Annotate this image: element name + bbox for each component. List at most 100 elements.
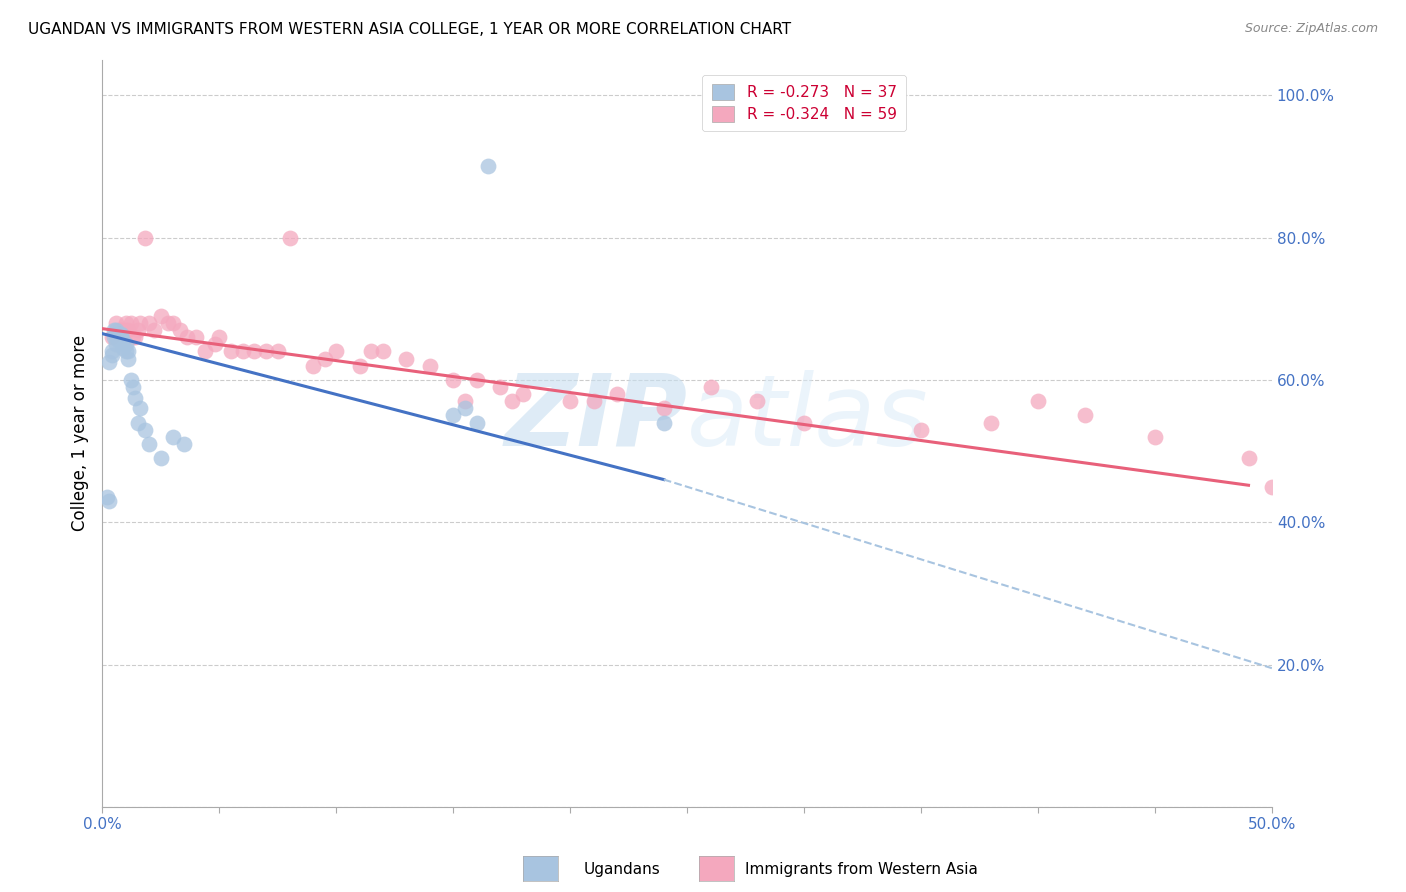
Point bbox=[278, 230, 301, 244]
Point bbox=[395, 351, 418, 366]
Point bbox=[98, 494, 121, 508]
Point bbox=[1143, 430, 1166, 444]
Point bbox=[747, 394, 769, 409]
Point bbox=[582, 394, 605, 409]
Text: atlas: atlas bbox=[688, 370, 929, 467]
Point bbox=[652, 416, 675, 430]
Point bbox=[105, 316, 128, 330]
Point bbox=[120, 316, 142, 330]
Point bbox=[173, 437, 195, 451]
Point bbox=[1237, 451, 1260, 466]
Point bbox=[101, 344, 124, 359]
Point bbox=[107, 326, 129, 341]
Point bbox=[156, 316, 179, 330]
Point bbox=[101, 330, 124, 344]
Point bbox=[117, 344, 139, 359]
Point bbox=[117, 323, 139, 337]
Text: Immigrants from Western Asia: Immigrants from Western Asia bbox=[745, 863, 979, 877]
Point bbox=[142, 323, 165, 337]
Point bbox=[138, 316, 160, 330]
Point bbox=[560, 394, 582, 409]
Point bbox=[134, 230, 156, 244]
Point bbox=[314, 351, 336, 366]
Point bbox=[101, 348, 124, 362]
Point bbox=[114, 337, 136, 351]
Point bbox=[114, 344, 136, 359]
Point bbox=[501, 394, 523, 409]
Point bbox=[219, 344, 242, 359]
Point bbox=[169, 323, 191, 337]
Point bbox=[441, 373, 464, 387]
Legend: R = -0.273   N = 37, R = -0.324   N = 59: R = -0.273 N = 37, R = -0.324 N = 59 bbox=[703, 75, 905, 131]
Point bbox=[128, 401, 150, 416]
Point bbox=[441, 409, 464, 423]
Point bbox=[105, 330, 128, 344]
Point bbox=[107, 323, 129, 337]
Point bbox=[1074, 409, 1097, 423]
Point bbox=[204, 337, 226, 351]
Point bbox=[162, 430, 184, 444]
Point bbox=[112, 341, 135, 355]
Point bbox=[96, 491, 118, 505]
Point bbox=[254, 344, 277, 359]
Point bbox=[910, 423, 932, 437]
Point bbox=[176, 330, 198, 344]
Point bbox=[112, 334, 135, 348]
Point bbox=[1026, 394, 1049, 409]
Point bbox=[208, 330, 231, 344]
Point bbox=[652, 401, 675, 416]
Point bbox=[302, 359, 325, 373]
Point bbox=[112, 323, 135, 337]
Point bbox=[103, 330, 125, 344]
Point bbox=[128, 316, 150, 330]
Point bbox=[134, 423, 156, 437]
Point bbox=[117, 351, 139, 366]
Point bbox=[419, 359, 441, 373]
Point bbox=[105, 326, 128, 341]
Point bbox=[105, 323, 128, 337]
Point bbox=[120, 373, 142, 387]
Point bbox=[110, 330, 132, 344]
Point bbox=[465, 373, 488, 387]
Point bbox=[124, 391, 146, 405]
Point bbox=[149, 309, 172, 323]
Point bbox=[98, 355, 121, 369]
Y-axis label: College, 1 year or more: College, 1 year or more bbox=[72, 335, 89, 532]
Point bbox=[232, 344, 254, 359]
Point bbox=[489, 380, 512, 394]
Point bbox=[162, 316, 184, 330]
Point bbox=[124, 330, 146, 344]
Point bbox=[107, 330, 129, 344]
Point bbox=[184, 330, 207, 344]
Point bbox=[149, 451, 172, 466]
Text: Source: ZipAtlas.com: Source: ZipAtlas.com bbox=[1244, 22, 1378, 36]
Point bbox=[121, 380, 143, 394]
Point bbox=[325, 344, 347, 359]
Point bbox=[243, 344, 266, 359]
Point bbox=[477, 160, 499, 174]
Point bbox=[105, 337, 128, 351]
Point bbox=[349, 359, 371, 373]
Point bbox=[138, 437, 160, 451]
Text: UGANDAN VS IMMIGRANTS FROM WESTERN ASIA COLLEGE, 1 YEAR OR MORE CORRELATION CHAR: UGANDAN VS IMMIGRANTS FROM WESTERN ASIA … bbox=[28, 22, 792, 37]
Point bbox=[114, 316, 136, 330]
Point bbox=[699, 380, 721, 394]
Point bbox=[360, 344, 382, 359]
Point bbox=[103, 323, 125, 337]
Point bbox=[114, 323, 136, 337]
Point bbox=[371, 344, 394, 359]
Point bbox=[465, 416, 488, 430]
Point bbox=[1261, 480, 1284, 494]
Point bbox=[267, 344, 290, 359]
Point bbox=[454, 401, 477, 416]
Point bbox=[127, 416, 149, 430]
Point bbox=[107, 334, 129, 348]
Point bbox=[606, 387, 628, 401]
Point bbox=[793, 416, 815, 430]
Text: Ugandans: Ugandans bbox=[583, 863, 661, 877]
Point bbox=[121, 330, 143, 344]
Point bbox=[110, 326, 132, 341]
Point bbox=[127, 323, 149, 337]
Point bbox=[512, 387, 534, 401]
Point bbox=[194, 344, 217, 359]
